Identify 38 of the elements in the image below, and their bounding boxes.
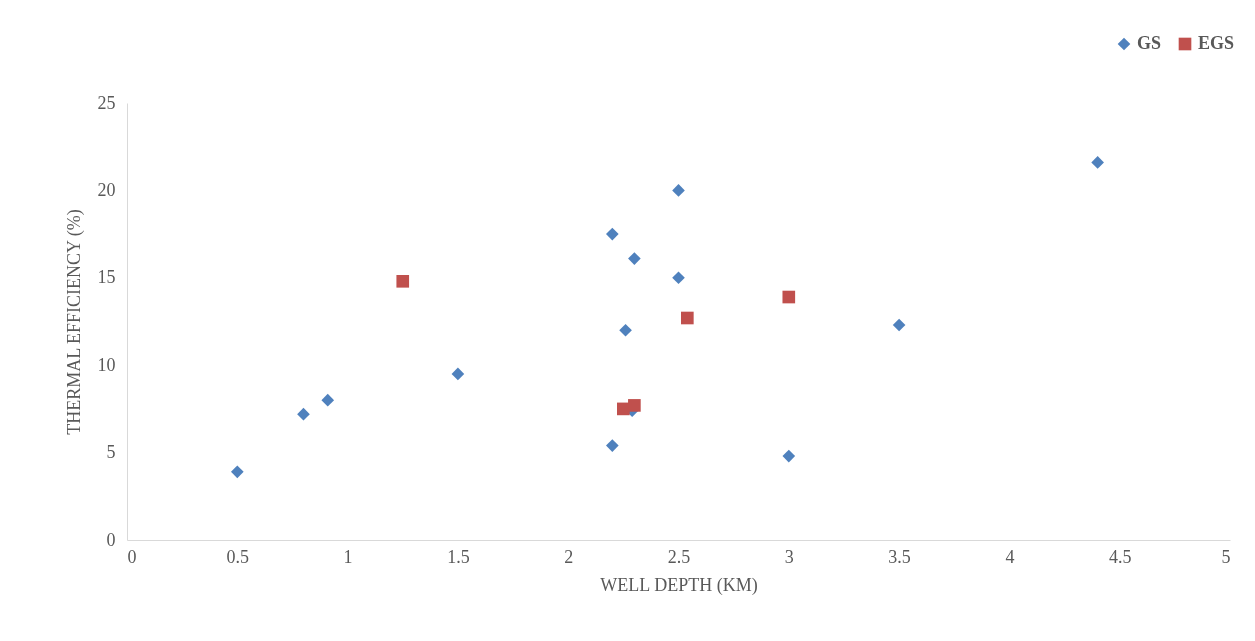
x-tick-label: 4.5 [1108,546,1132,567]
legend-label: GS [1137,33,1162,53]
point [782,449,796,463]
legend-label: EGS [1198,33,1235,53]
x-tick-label: 3 [784,546,794,567]
point [672,184,685,197]
point [1091,156,1104,169]
y-tick-label: 25 [97,92,116,113]
point [321,393,335,407]
point [681,311,694,325]
y-tick-label: 10 [97,354,116,375]
point [230,465,244,479]
point [606,227,619,241]
x-tick-label: 4 [1005,546,1015,567]
y-tick-label: 5 [106,442,116,463]
point [451,367,465,381]
x-tick-label: 1 [343,546,353,567]
x-tick-label: 0.5 [226,546,250,567]
point [606,439,619,452]
point [628,252,641,265]
x-tick-label: 0 [127,546,137,567]
y-axis-title: THERMAL EFFICIENCY (%) [63,209,85,435]
x-tick-label: 2.5 [667,546,691,567]
x-tick-label: 1.5 [447,546,470,567]
point [396,274,410,288]
point [619,323,632,337]
y-tick-label: 20 [97,179,116,200]
x-tick-label: 2 [564,546,574,567]
point [628,399,641,412]
point [297,407,310,421]
point [892,318,906,332]
y-tick-label: 15 [97,267,116,288]
point [672,271,685,285]
x-tick-label: 3.5 [888,546,911,567]
x-axis-title: WELL DEPTH (KM) [600,574,758,596]
point [782,290,796,304]
y-tick-label: 0 [106,529,116,550]
x-tick-label: 5 [1221,546,1231,567]
